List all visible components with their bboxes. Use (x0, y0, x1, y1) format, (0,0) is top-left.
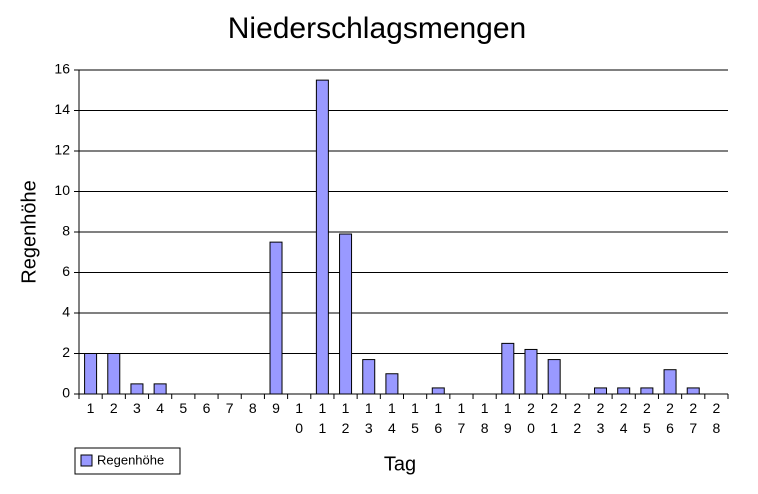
x-tick-label: 18 (480, 400, 489, 436)
x-tick-label: 16 (434, 400, 443, 436)
bar (269, 241, 283, 395)
y-tick-label: 10 (54, 182, 70, 198)
y-tick-label: 12 (54, 142, 70, 158)
x-tick-label: 17 (457, 400, 466, 436)
y-tick-label: 16 (54, 61, 70, 77)
bar (663, 369, 677, 395)
y-tick-label: 14 (54, 101, 70, 117)
bar (547, 359, 561, 395)
x-tick-label: 9 (272, 400, 280, 416)
bar (339, 233, 353, 395)
bar (385, 373, 399, 395)
x-tick-label: 15 (411, 400, 419, 436)
y-tick-label: 4 (62, 304, 70, 320)
x-tick-label: 1 (86, 400, 95, 416)
legend-label: Regenhöhe (97, 452, 164, 467)
x-tick-label: 13 (364, 400, 373, 436)
bar (362, 359, 376, 395)
y-tick-label: 2 (62, 344, 70, 360)
bar (315, 79, 329, 395)
y-tick-label: 0 (62, 385, 70, 401)
x-tick-label: 12 (341, 400, 350, 436)
x-tick-label: 26 (666, 400, 674, 436)
bar (153, 383, 167, 395)
x-tick-label: 28 (712, 400, 721, 436)
bar (107, 353, 121, 395)
y-tick-label: 8 (62, 223, 70, 239)
x-tick-label: 3 (133, 400, 141, 416)
bar (130, 383, 144, 395)
x-tick-label: 21 (550, 400, 559, 436)
bar (617, 387, 631, 395)
x-tick-label: 27 (689, 400, 698, 436)
y-axis-label: Regenhöhe (18, 180, 40, 283)
x-tick-label: 8 (248, 400, 257, 416)
x-axis-label: Tag (384, 453, 416, 475)
x-tick-label: 2 (109, 400, 118, 416)
x-tick-label: 23 (596, 400, 605, 436)
x-tick-label: 4 (156, 400, 165, 416)
x-tick-label: 14 (388, 400, 396, 436)
legend-swatch (80, 454, 93, 467)
x-tick-label: 22 (573, 400, 582, 436)
x-tick-label: 5 (179, 400, 188, 416)
x-tick-label: 20 (527, 400, 535, 436)
bar (594, 387, 608, 395)
x-tick-label: 10 (295, 400, 304, 436)
x-tick-label: 7 (225, 400, 234, 416)
y-tick-label: 6 (62, 263, 70, 279)
x-tick-label: 6 (202, 400, 211, 416)
bar (431, 387, 445, 395)
bar (640, 387, 654, 395)
bar (686, 387, 700, 395)
x-tick-label: 19 (503, 400, 512, 436)
bar (501, 342, 515, 395)
x-tick-label: 24 (619, 400, 628, 436)
x-tick-label: 25 (642, 400, 651, 436)
chart-title: Niederschlagsmengen (228, 12, 527, 45)
bar (524, 348, 538, 395)
x-tick-label: 11 (318, 400, 327, 436)
bar (84, 353, 98, 395)
